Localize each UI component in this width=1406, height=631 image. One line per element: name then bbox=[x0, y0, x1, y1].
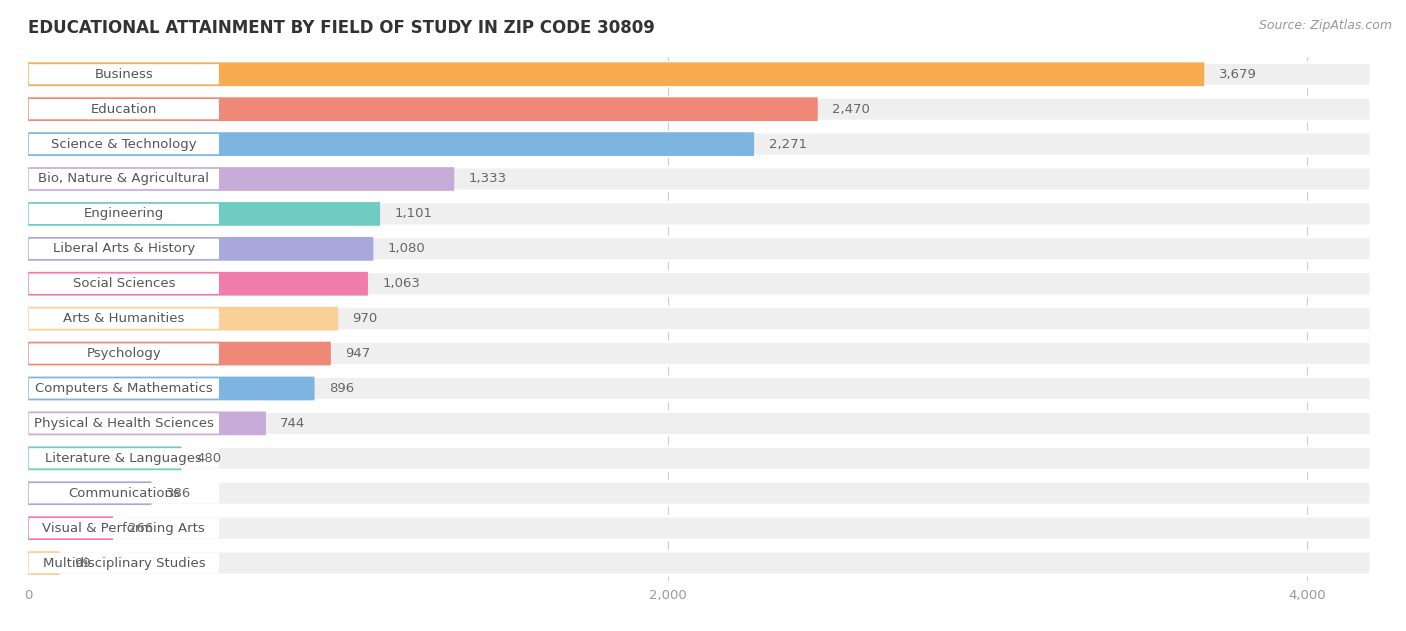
Text: EDUCATIONAL ATTAINMENT BY FIELD OF STUDY IN ZIP CODE 30809: EDUCATIONAL ATTAINMENT BY FIELD OF STUDY… bbox=[28, 19, 655, 37]
FancyBboxPatch shape bbox=[28, 202, 1371, 226]
FancyBboxPatch shape bbox=[28, 551, 1371, 575]
Text: Visual & Performing Arts: Visual & Performing Arts bbox=[42, 522, 205, 534]
Text: Education: Education bbox=[90, 103, 157, 115]
Text: 2,271: 2,271 bbox=[769, 138, 807, 151]
Text: 1,063: 1,063 bbox=[382, 277, 420, 290]
FancyBboxPatch shape bbox=[28, 97, 818, 121]
FancyBboxPatch shape bbox=[28, 553, 219, 573]
FancyBboxPatch shape bbox=[28, 411, 266, 435]
Text: Source: ZipAtlas.com: Source: ZipAtlas.com bbox=[1258, 19, 1392, 32]
FancyBboxPatch shape bbox=[28, 516, 1371, 540]
FancyBboxPatch shape bbox=[28, 167, 1371, 191]
Text: Engineering: Engineering bbox=[84, 208, 165, 220]
FancyBboxPatch shape bbox=[28, 133, 1371, 156]
Text: Liberal Arts & History: Liberal Arts & History bbox=[53, 242, 195, 256]
Text: 266: 266 bbox=[128, 522, 153, 534]
Text: 896: 896 bbox=[329, 382, 354, 395]
FancyBboxPatch shape bbox=[28, 342, 330, 365]
FancyBboxPatch shape bbox=[28, 62, 1371, 86]
FancyBboxPatch shape bbox=[28, 134, 219, 154]
FancyBboxPatch shape bbox=[28, 379, 219, 399]
Text: 744: 744 bbox=[280, 417, 305, 430]
FancyBboxPatch shape bbox=[28, 133, 754, 156]
Text: 480: 480 bbox=[195, 452, 221, 465]
FancyBboxPatch shape bbox=[28, 237, 374, 261]
FancyBboxPatch shape bbox=[28, 518, 219, 538]
FancyBboxPatch shape bbox=[28, 239, 219, 259]
Text: 1,333: 1,333 bbox=[468, 172, 506, 186]
FancyBboxPatch shape bbox=[28, 483, 219, 504]
FancyBboxPatch shape bbox=[28, 169, 219, 189]
FancyBboxPatch shape bbox=[28, 481, 152, 505]
Text: Multidisciplinary Studies: Multidisciplinary Studies bbox=[42, 557, 205, 570]
FancyBboxPatch shape bbox=[28, 307, 339, 331]
FancyBboxPatch shape bbox=[28, 204, 219, 224]
Text: Arts & Humanities: Arts & Humanities bbox=[63, 312, 184, 325]
FancyBboxPatch shape bbox=[28, 62, 1205, 86]
FancyBboxPatch shape bbox=[28, 99, 219, 119]
Text: Computers & Mathematics: Computers & Mathematics bbox=[35, 382, 212, 395]
Text: 1,080: 1,080 bbox=[388, 242, 426, 256]
FancyBboxPatch shape bbox=[28, 64, 219, 85]
FancyBboxPatch shape bbox=[28, 447, 1371, 470]
Text: Social Sciences: Social Sciences bbox=[73, 277, 176, 290]
Text: Bio, Nature & Agricultural: Bio, Nature & Agricultural bbox=[38, 172, 209, 186]
FancyBboxPatch shape bbox=[28, 272, 368, 295]
FancyBboxPatch shape bbox=[28, 342, 1371, 365]
Text: Physical & Health Sciences: Physical & Health Sciences bbox=[34, 417, 214, 430]
FancyBboxPatch shape bbox=[28, 202, 380, 226]
Text: 386: 386 bbox=[166, 487, 191, 500]
FancyBboxPatch shape bbox=[28, 272, 1371, 295]
FancyBboxPatch shape bbox=[28, 377, 315, 400]
Text: 1,101: 1,101 bbox=[395, 208, 433, 220]
Text: Business: Business bbox=[94, 68, 153, 81]
FancyBboxPatch shape bbox=[28, 377, 1371, 400]
Text: Psychology: Psychology bbox=[87, 347, 162, 360]
Text: 947: 947 bbox=[346, 347, 371, 360]
FancyBboxPatch shape bbox=[28, 97, 1371, 121]
Text: Communications: Communications bbox=[67, 487, 180, 500]
Text: 3,679: 3,679 bbox=[1219, 68, 1257, 81]
FancyBboxPatch shape bbox=[28, 413, 219, 433]
FancyBboxPatch shape bbox=[28, 274, 219, 294]
FancyBboxPatch shape bbox=[28, 343, 219, 363]
FancyBboxPatch shape bbox=[28, 309, 219, 329]
FancyBboxPatch shape bbox=[28, 516, 112, 540]
FancyBboxPatch shape bbox=[28, 307, 1371, 331]
FancyBboxPatch shape bbox=[28, 167, 454, 191]
FancyBboxPatch shape bbox=[28, 448, 219, 468]
Text: Literature & Languages: Literature & Languages bbox=[45, 452, 202, 465]
FancyBboxPatch shape bbox=[28, 551, 60, 575]
Text: 2,470: 2,470 bbox=[832, 103, 870, 115]
Text: Science & Technology: Science & Technology bbox=[51, 138, 197, 151]
FancyBboxPatch shape bbox=[28, 481, 1371, 505]
FancyBboxPatch shape bbox=[28, 237, 1371, 261]
Text: 970: 970 bbox=[353, 312, 378, 325]
FancyBboxPatch shape bbox=[28, 447, 181, 470]
FancyBboxPatch shape bbox=[28, 411, 1371, 435]
Text: 99: 99 bbox=[75, 557, 91, 570]
